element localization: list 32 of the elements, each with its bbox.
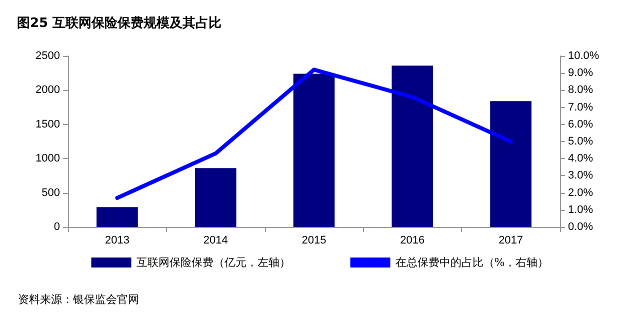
y2-tick-label: 5.0% (568, 136, 594, 148)
y2-tick-label: 10.0% (568, 50, 600, 62)
bar (96, 207, 138, 227)
x-tick-label: 2017 (498, 234, 524, 246)
y2-tick-label: 6.0% (568, 118, 594, 130)
chart-title: 图25 互联网保险保费规模及其占比 (17, 16, 222, 31)
x-tick-label: 2013 (104, 234, 130, 246)
y2-tick-label: 2.0% (568, 186, 594, 199)
y2-tick-label: 7.0% (568, 101, 594, 114)
y-tick-label: 2000 (36, 84, 60, 96)
y2-tick-label: 0.0% (568, 221, 594, 233)
line-series (115, 68, 513, 200)
legend-label: 在总保费中的占比（%，右轴） (395, 256, 549, 269)
y-tick-label: 1000 (36, 152, 60, 165)
y-tick-label: 0 (54, 221, 60, 233)
x-tick-label: 2014 (203, 234, 228, 246)
bar (194, 168, 236, 227)
y-tick-label: 1500 (36, 118, 60, 130)
x-tick-label: 2015 (302, 234, 326, 246)
bar (392, 66, 434, 227)
y2-tick-label: 9.0% (568, 67, 594, 80)
y2-tick-label: 1.0% (568, 204, 594, 216)
text: 资料来源：银保监会官网 (18, 293, 139, 306)
y2-tick-label: 8.0% (568, 84, 594, 96)
y2-tick-label: 4.0% (568, 152, 594, 165)
bar (490, 101, 532, 227)
y-tick-label: 500 (42, 186, 60, 199)
bar (293, 74, 335, 227)
x-tick-label: 2016 (400, 234, 425, 246)
y-tick-label: 2500 (36, 50, 60, 62)
legend-label: 互联网保险保费（亿元，左轴） (136, 256, 290, 269)
y2-tick-label: 3.0% (568, 170, 594, 182)
